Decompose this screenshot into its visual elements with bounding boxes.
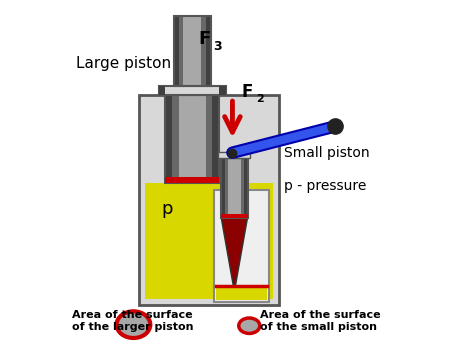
Bar (216, 286, 267, 300)
Text: p: p (161, 200, 173, 218)
Text: Area of the surface
of the larger piston: Area of the surface of the larger piston (72, 310, 193, 332)
Bar (159, 86, 226, 95)
Ellipse shape (117, 311, 150, 338)
Bar (221, 158, 225, 218)
Bar (212, 95, 219, 183)
Bar (206, 16, 210, 86)
Bar (244, 158, 247, 218)
Bar (174, 16, 210, 86)
Bar (219, 86, 226, 95)
Bar (179, 95, 206, 183)
Text: $\mathbf{F}$: $\mathbf{F}$ (198, 30, 210, 48)
Text: p - pressure: p - pressure (284, 179, 367, 193)
Bar (225, 158, 228, 218)
Bar (214, 190, 269, 302)
Text: Small piston: Small piston (284, 146, 370, 160)
Bar (219, 152, 250, 158)
Bar (221, 158, 247, 218)
Text: 3: 3 (213, 40, 222, 53)
Polygon shape (221, 218, 247, 284)
Bar (172, 95, 179, 183)
Bar (183, 16, 201, 86)
Bar (159, 86, 165, 95)
Bar (241, 158, 244, 218)
Bar (206, 95, 212, 183)
Bar (201, 16, 206, 86)
Bar (165, 177, 219, 183)
Ellipse shape (239, 318, 260, 333)
Text: Large piston: Large piston (75, 56, 171, 71)
Text: $\mathbf{F}$: $\mathbf{F}$ (241, 82, 253, 100)
Bar (179, 16, 183, 86)
Bar (174, 16, 179, 86)
Text: 2: 2 (256, 94, 264, 105)
Bar (228, 158, 241, 218)
Bar (165, 95, 219, 183)
Bar (145, 183, 273, 299)
Bar (165, 95, 172, 183)
Text: Area of the surface
of the small piston: Area of the surface of the small piston (260, 310, 381, 332)
Bar (139, 95, 279, 305)
Bar (221, 214, 247, 218)
